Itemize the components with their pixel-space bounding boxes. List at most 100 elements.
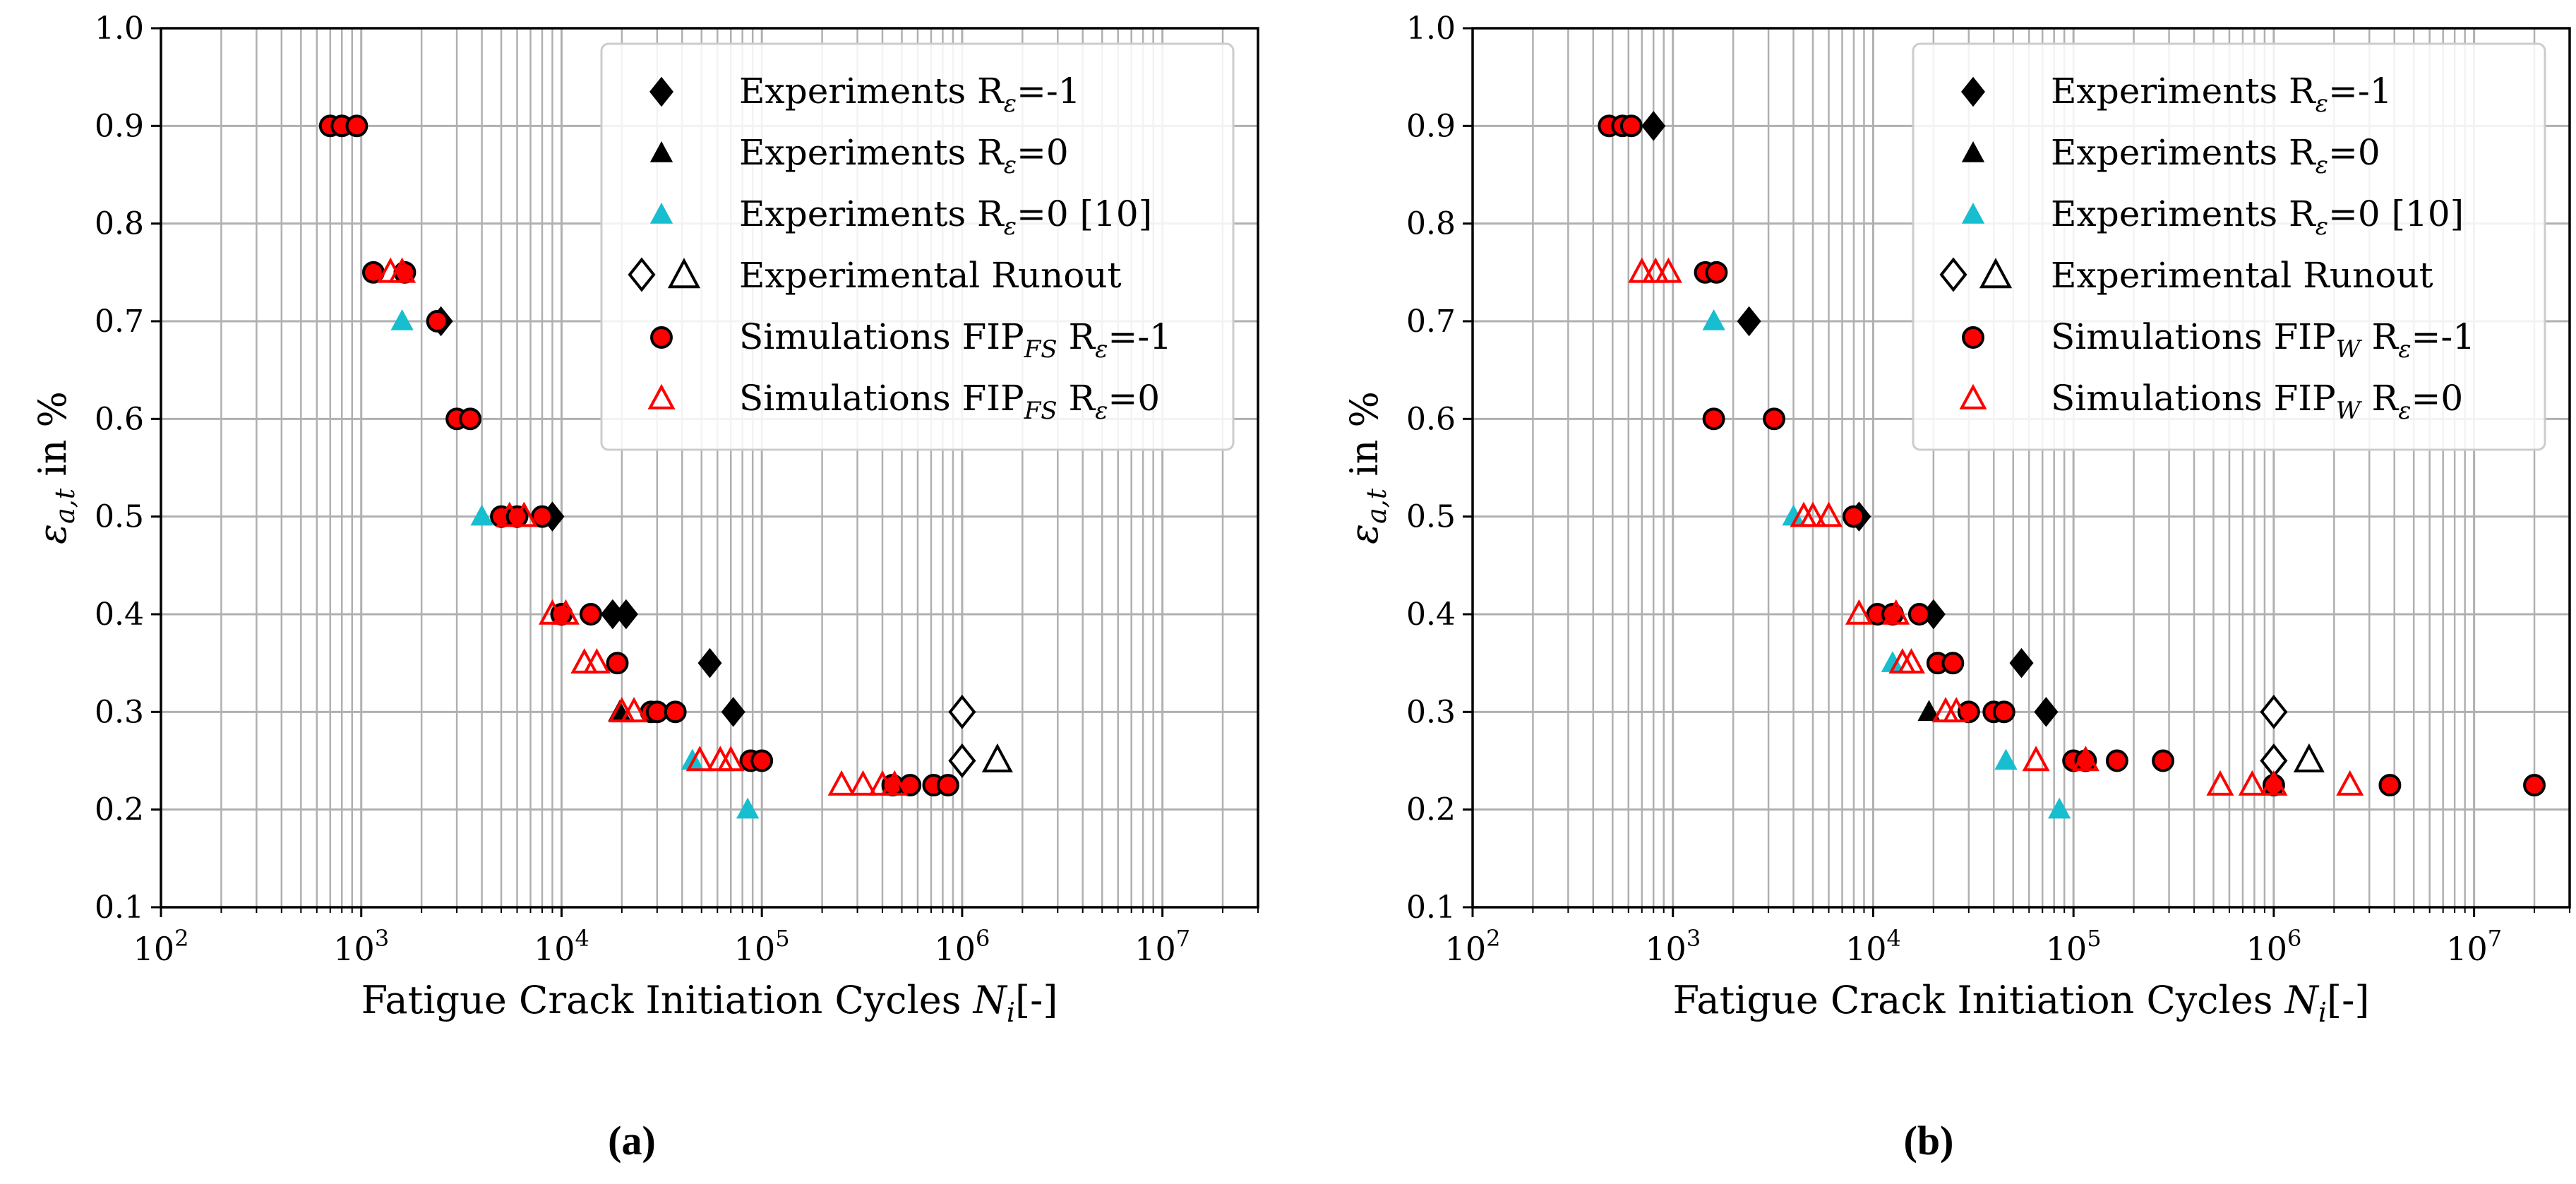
x-tick-label: 107 [2446,925,2502,968]
data-point [1881,651,1905,672]
data-point [2022,746,2050,772]
data-point [936,774,959,797]
y-tick-label: 0.3 [1406,694,1456,730]
data-point [849,770,877,796]
y-tick-label: 0.3 [95,694,144,730]
chart-panel-a: 0.1 0.2 0.3 0.4 0.5 0.6 0.7 0.8 0.9 1.0 102 103 104 1… [30,11,1259,1028]
y-tick-label: 0.8 [1406,206,1456,242]
x-tick-label: 102 [133,925,189,968]
legend-marker [649,203,673,224]
panel-label-b: (b) [1904,1118,1954,1164]
legend-marker [649,76,673,107]
legend-a: Experiments Rε=-1 Experiments Rε=0 Experim… [600,42,1235,451]
plot-frame-a [160,27,1259,909]
legend-entry-label: Experiments Rε=0 [10] [739,193,1152,241]
y-tick-label: 0.9 [95,108,144,144]
data-point [2293,743,2325,772]
x-axis-label: Fatigue Crack Initiation Cycles Ni[-] [361,978,1058,1028]
data-point [1845,599,1873,625]
axis-ticks-a: 0.1 0.2 0.3 0.4 0.5 0.6 0.7 0.8 0.9 1.0 102 103 104 1… [95,11,1259,968]
data-point [426,310,449,333]
data-point [2034,697,2059,727]
legend-entry-label: Experiments Rε=-1 [2051,71,2392,118]
x-tick-label: 104 [1845,925,1901,968]
data-point [2336,770,2364,796]
plot-frame-b [1471,27,2571,909]
data-point [681,748,704,770]
y-tick-label: 1.0 [1406,11,1456,47]
data-point [2009,647,2034,678]
x-tick-label: 104 [534,925,589,968]
data-point [551,599,580,625]
data-point [1702,309,1725,330]
data-point [645,700,669,724]
data-point [1941,652,1965,675]
data-point [1619,114,1643,138]
legend-entry-label: Simulations FIPW Rε=-1 [2051,316,2475,364]
y-tick-label: 0.9 [1406,108,1456,144]
x-tick-label: 107 [1134,925,1190,968]
legend-entry-label: Experimental Runout [2051,255,2433,296]
data-point [2152,749,2174,772]
data-point [600,599,625,630]
axis-ticks-b: 0.1 0.2 0.3 0.4 0.5 0.6 0.7 0.8 0.9 1.0 102 103 104 1… [1406,11,2570,968]
chart-panel-b: 0.1 0.2 0.3 0.4 0.5 0.6 0.7 0.8 0.9 1.0 102 103 104 1… [1342,11,2571,1028]
data-point [1907,603,1931,626]
data-point [880,770,909,796]
x-tick-label: 106 [934,925,990,968]
legend-entry-label: Experiments Rε=0 [10] [2051,193,2464,241]
y-tick-label: 0.5 [95,499,144,535]
data-point [620,697,648,723]
data-point [948,743,976,778]
data-point [1843,505,1865,528]
y-tick-label: 0.2 [1406,792,1456,828]
data-point [948,694,976,729]
y-tick-label: 0.7 [1406,304,1456,340]
data-point [1702,407,1725,431]
data-point [496,501,524,527]
legend-entry-label: Experimental Runout [739,255,1122,296]
legend-marker [1959,383,1987,409]
data-points-b [1598,111,2546,819]
x-tick-label: 103 [1645,925,1701,968]
legend-entry-label: Experiments Rε=0 [739,132,1069,179]
panel-label-a: (a) [608,1118,656,1164]
x-tick-label: 105 [2046,925,2102,968]
data-point [2378,774,2402,797]
legend-marker-runout-triangle [1979,258,2013,289]
data-point [1814,501,1843,527]
legend-marker-runout-diamond [628,257,656,292]
data-point [827,770,856,796]
x-tick-label: 102 [1445,925,1501,968]
legend-marker [1961,203,1985,224]
data-point [606,652,629,675]
y-tick-label: 0.1 [95,890,144,926]
legend-box [1912,42,2546,451]
data-point [531,505,553,528]
legend-entry-label: Experiments Rε=-1 [739,71,1081,118]
data-point [579,603,602,626]
legend-marker-runout-diamond [1939,257,1967,292]
legend-entry-label: Experiments Rε=0 [2051,132,2380,179]
data-point [1897,647,1925,674]
data-point [685,746,714,772]
data-point [1917,700,1941,722]
legend-marker [1961,141,1985,162]
x-axis-label: Fatigue Crack Initiation Cycles Ni[-] [1673,978,2370,1028]
data-point [736,797,760,819]
data-point [470,504,493,526]
data-point [750,749,774,772]
data-point [1641,111,1666,141]
data-point [721,697,745,727]
data-point [459,407,482,431]
x-tick-label: 105 [734,925,790,968]
y-tick-label: 0.1 [1406,890,1456,926]
data-point [1942,697,1970,723]
data-point [582,647,611,674]
data-points-a [318,114,1013,819]
data-point [390,309,414,330]
legend-entry-label: Simulations FIPW Rε=0 [2051,378,2463,425]
data-point [981,743,1013,772]
y-axis-label: εa,t in % [30,391,80,544]
y-tick-label: 0.4 [1406,597,1456,633]
